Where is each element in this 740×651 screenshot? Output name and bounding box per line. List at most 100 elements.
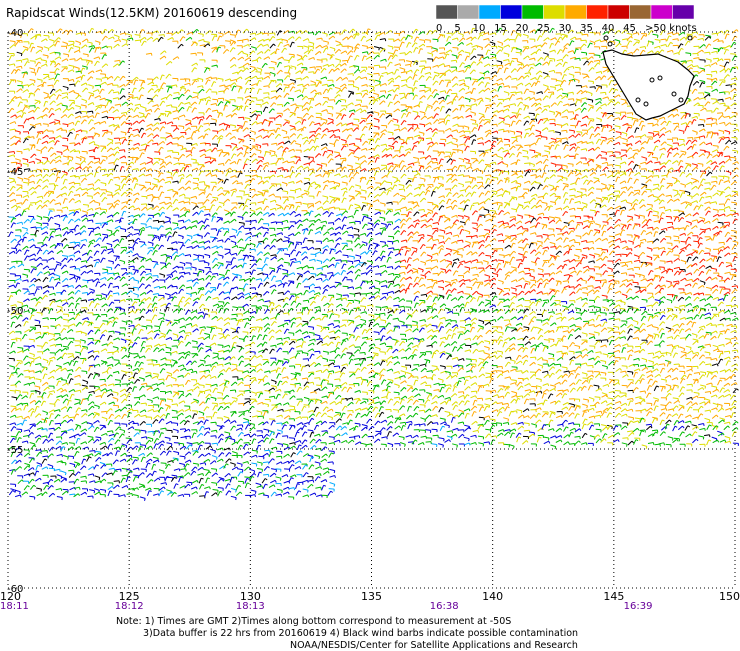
wind-barb [568,92,573,93]
wind-barb-flag [210,89,212,91]
wind-barb-flag [190,37,192,39]
wind-barb [679,144,684,146]
wind-barb-flag [476,104,477,106]
wind-barb-flag [280,62,282,63]
wind-barb [283,137,288,138]
wind-barb [633,120,635,125]
wind-barb-flag [669,160,671,162]
wind-barb-flag [677,109,678,111]
wind-barb-flag [594,172,596,174]
wind-barb [88,71,93,74]
wind-barb-flag [195,81,197,82]
wind-barb-flag [54,41,55,43]
wind-barb [408,128,412,132]
wind-barb-flag [260,146,261,148]
wind-barb [226,168,230,171]
wind-barb [232,108,236,111]
wind-barb-flag [594,43,595,45]
wind-barb [120,96,124,100]
wind-barb-flag [73,167,75,169]
wind-barb [466,92,471,94]
wind-barb [621,155,626,157]
wind-barb-flag [548,89,550,91]
wind-barb-flag [92,161,94,163]
wind-barb [232,147,236,151]
wind-barb [11,69,14,74]
wind-barb-flag [235,83,237,85]
wind-barb [570,171,576,172]
wind-barb [139,120,143,124]
wind-barb [22,113,24,118]
wind-barb [335,41,340,43]
wind-barb [323,41,328,42]
wind-barb-flag [314,169,315,171]
wind-barb [41,60,46,61]
wind-barb-flag [357,34,359,35]
wind-barb-flag [412,128,414,130]
wind-barb [154,119,159,120]
wind-barb [87,77,91,81]
wind-barb [602,162,607,163]
wind-barb [88,103,93,106]
wind-barb [43,135,48,138]
wind-barb-flag [730,123,732,125]
wind-barb [556,124,561,125]
wind-barb-flag [455,166,457,168]
wind-barb-flag [320,123,321,125]
wind-barb-flag [411,70,412,72]
wind-barb [544,38,548,41]
wind-barb [575,108,580,111]
wind-barb [700,108,705,111]
wind-barb [478,77,483,80]
wind-barb [173,118,178,119]
wind-barb [335,64,339,68]
wind-barb [28,117,33,119]
wind-barb [661,121,665,125]
wind-barb-flag [184,115,185,117]
wind-barb-flag [339,174,340,176]
wind-barb [218,113,220,118]
wind-barb-flag [97,133,99,135]
wind-barb-flag [374,87,375,89]
wind-barb [263,44,268,46]
wind-barb-flag [318,69,320,70]
wind-barb-flag [626,155,627,157]
wind-barb [192,81,195,86]
wind-barb [594,147,598,151]
wind-barb-flag [158,123,160,125]
wind-barb [581,108,584,113]
wind-barb [698,163,703,164]
wind-barb [470,135,475,138]
wind-barb [206,80,209,85]
wind-barb-flag [637,128,639,129]
wind-barb [284,176,289,178]
wind-barb [699,142,703,145]
wind-barb [263,93,269,94]
wind-barb-flag [508,54,509,56]
wind-barb-flag [497,95,499,97]
wind-barb-flag [48,56,49,59]
wind-barb-flag [202,171,204,172]
wind-barb-flag [313,172,315,174]
wind-barb-flag [645,135,646,137]
wind-barb-flag [317,146,319,147]
wind-barb-flag [252,101,254,102]
wind-barb [297,95,302,98]
wind-barb [36,174,41,176]
wind-barb-flag [497,83,498,85]
wind-barb [387,72,392,74]
wind-barb-flag [137,107,139,108]
wind-barb-flag [716,119,717,122]
wind-barb [525,171,528,176]
wind-barb [356,109,361,112]
wind-barb [186,154,190,157]
wind-barb-flag [124,115,126,117]
wind-barb [135,104,140,105]
wind-barb [399,146,401,151]
wind-barb-flag [101,31,102,33]
wind-barb [295,37,299,41]
wind-barb [465,98,470,100]
wind-barb [192,117,197,120]
wind-barb [674,126,677,130]
wind-barb-flag [57,68,59,69]
